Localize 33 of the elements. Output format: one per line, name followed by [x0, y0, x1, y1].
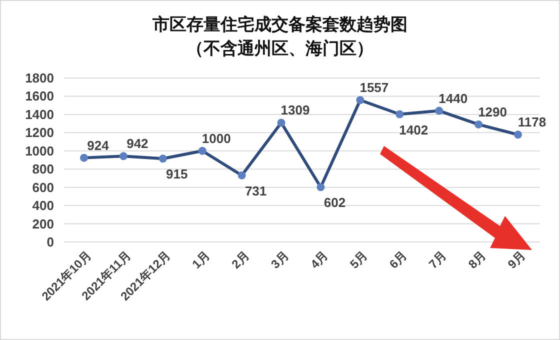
x-tick-label: 9月 — [505, 248, 528, 272]
data-label: 1000 — [202, 130, 231, 146]
x-tick-label: 5月 — [347, 248, 370, 272]
data-label: 602 — [324, 195, 346, 210]
y-tick-label: 200 — [32, 216, 54, 232]
data-label: 1557 — [360, 80, 389, 96]
x-tick-label: 4月 — [308, 248, 331, 272]
y-tick-label: 1200 — [25, 125, 54, 140]
chart-subtitle: （不含通州区、海门区） — [186, 39, 374, 58]
data-label: 924 — [87, 138, 110, 153]
chart-title: 市区存量住宅成交备案套数趋势图 — [152, 14, 408, 34]
data-label: 915 — [166, 166, 188, 182]
y-tick-label: 400 — [32, 198, 54, 214]
y-tick-label: 1000 — [25, 143, 54, 158]
y-tick-label: 600 — [32, 180, 54, 195]
y-tick-label: 0 — [46, 234, 54, 250]
y-tick-label: 800 — [32, 162, 54, 177]
x-tick-label: 6月 — [386, 248, 410, 272]
x-tick-label: 7月 — [426, 248, 450, 272]
y-tick-label: 1400 — [25, 106, 54, 122]
x-tick-label: 3月 — [268, 248, 292, 272]
data-label: 1178 — [518, 114, 546, 130]
x-tick-label: 2月 — [228, 248, 252, 272]
data-label: 731 — [244, 183, 267, 198]
data-label: 942 — [126, 136, 148, 152]
data-label: 1309 — [280, 102, 310, 118]
y-tick-label: 1800 — [25, 70, 54, 86]
data-label: 1402 — [399, 122, 428, 138]
x-tick-label: 8月 — [466, 248, 489, 272]
data-label: 1440 — [438, 90, 468, 106]
data-label: 1290 — [478, 104, 508, 120]
x-tick-label: 1月 — [189, 248, 212, 272]
y-tick-label: 1600 — [25, 88, 54, 104]
